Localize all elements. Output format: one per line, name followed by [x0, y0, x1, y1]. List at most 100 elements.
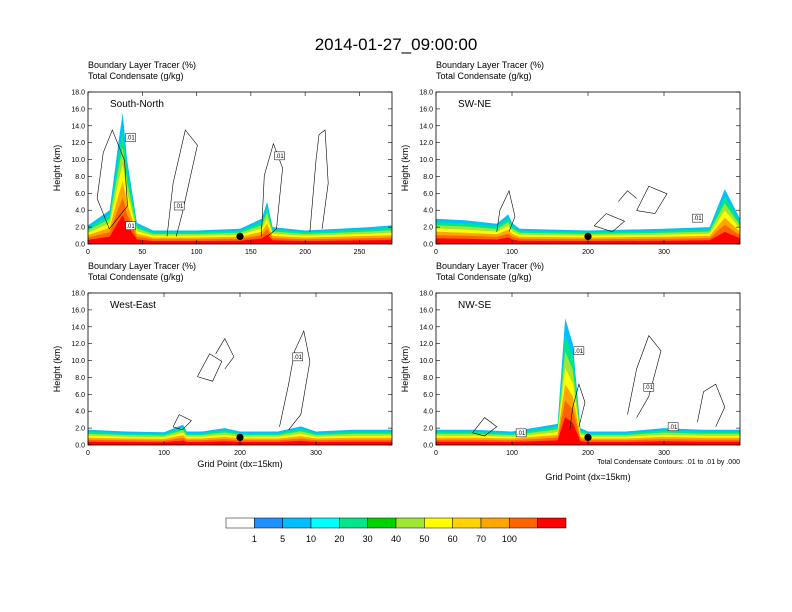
- label-bar-swatch: [254, 517, 283, 529]
- condensate-contour: [627, 334, 662, 418]
- contour-label-box: [125, 133, 136, 142]
- panel-header-tracer: Boundary Layer Tracer (%): [436, 261, 544, 271]
- label-bar-swatch: [452, 517, 482, 529]
- y-tick-label: 2.0: [423, 426, 433, 433]
- x-tick-label: 300: [658, 249, 670, 256]
- x-tick-label: 200: [234, 450, 246, 457]
- location-marker: [236, 232, 244, 240]
- cross-section-name: NW-SE: [458, 300, 491, 311]
- contour-label: .01: [275, 154, 284, 160]
- contour-label-box: [292, 352, 304, 362]
- y-tick-label: 8.0: [423, 375, 433, 382]
- y-tick-label: 14.0: [419, 123, 433, 130]
- y-tick-label: 6.0: [75, 392, 85, 399]
- cross-section-name: West-East: [110, 300, 156, 311]
- y-axis-title: Height (km): [400, 145, 410, 192]
- panel-nw-se: .01 .01 .01 .01 0.0 2.0 4.0 6.0 8.0 10.0 12.0 14.0 1…: [400, 261, 741, 482]
- y-tick-label: 2.0: [75, 225, 85, 232]
- tracer-layer: [436, 384, 740, 445]
- condensate-contour: [496, 189, 516, 232]
- condensate-contour: [96, 129, 128, 230]
- x-tick-label: 200: [582, 450, 594, 457]
- condensate-contour: [309, 129, 329, 232]
- y-tick-label: 6.0: [423, 392, 433, 399]
- y-tick-label: 6.0: [423, 191, 433, 198]
- y-tick-label: 6.0: [75, 191, 85, 198]
- y-tick-label: 14.0: [71, 123, 85, 130]
- y-tick-label: 0.0: [423, 443, 433, 450]
- x-tick-label: 0: [434, 249, 438, 256]
- contour-label: .01: [669, 425, 678, 431]
- location-marker: [584, 232, 592, 240]
- label-bar-tick: 20: [334, 534, 344, 544]
- tracer-layer: [436, 367, 740, 445]
- y-tick-label: 10.0: [419, 358, 433, 365]
- x-tick-label: 100: [158, 450, 170, 457]
- x-tick-label: 250: [354, 249, 366, 256]
- y-tick-label: 4.0: [75, 208, 85, 215]
- contour-label: .01: [294, 355, 303, 361]
- plot-frame: [435, 292, 741, 446]
- tracer-layer: [436, 224, 740, 244]
- tracer-layer: [436, 351, 740, 445]
- x-tick-label: 0: [434, 450, 438, 457]
- label-bar-swatch: [395, 517, 425, 529]
- y-tick-label: 10.0: [419, 157, 433, 164]
- y-tick-label: 18.0: [419, 90, 433, 97]
- condensate-contour: [166, 129, 198, 237]
- condensate-contour: [279, 330, 311, 430]
- y-tick-label: 18.0: [71, 291, 85, 298]
- contour-label-box: [643, 382, 655, 392]
- y-tick-label: 0.0: [423, 242, 433, 249]
- y-tick-label: 18.0: [419, 291, 433, 298]
- y-tick-label: 4.0: [423, 208, 433, 215]
- x-tick-label: 0: [86, 249, 90, 256]
- label-bar-tick: 100: [502, 534, 517, 544]
- label-bar-swatch: [282, 517, 312, 529]
- label-bar-tick: 1: [252, 534, 257, 544]
- label-bar-tick: 40: [391, 534, 401, 544]
- tracer-field: [436, 189, 740, 244]
- contour-label: .01: [645, 385, 654, 391]
- y-tick-label: 16.0: [419, 307, 433, 314]
- y-tick-label: 8.0: [423, 174, 433, 181]
- contour-label: .01: [693, 216, 702, 222]
- contour-label-box: [173, 201, 185, 211]
- figure-title: 2014-01-27_09:00:00: [315, 35, 478, 54]
- label-bar-swatch: [339, 517, 368, 529]
- condensate-contour: [697, 383, 726, 427]
- location-marker: [236, 433, 244, 441]
- panels: .01 .01 .01 .01 0.0 2.0 4.0 6.0 8.0 10.0 12.0 14.0 1…: [52, 60, 741, 482]
- label-bar-tick: 5: [280, 534, 285, 544]
- x-tick-label: 50: [138, 249, 146, 256]
- tracer-layer: [436, 400, 740, 445]
- condensate-contour: [215, 337, 235, 370]
- y-tick-label: 16.0: [71, 307, 85, 314]
- condensate-contour: [197, 353, 223, 382]
- contour-label: .01: [126, 224, 135, 230]
- label-bar-tick: 50: [419, 534, 429, 544]
- label-bar-swatch: [367, 517, 397, 529]
- y-tick-label: 0.0: [75, 443, 85, 450]
- contour-label: .01: [575, 349, 584, 355]
- tracer-field: [436, 318, 740, 445]
- panel-header-condensate: Total Condensate (g/kg): [88, 272, 184, 282]
- condensate-contours: [96, 129, 329, 237]
- x-tick-label: 150: [245, 249, 257, 256]
- condensate-contours: [172, 330, 311, 431]
- contour-label: .01: [175, 204, 184, 210]
- y-tick-label: 14.0: [71, 324, 85, 331]
- contour-label: .01: [517, 431, 526, 437]
- y-tick-label: 16.0: [71, 106, 85, 113]
- contour-label-box: [573, 346, 585, 356]
- condensate-contour: [472, 417, 498, 437]
- panel-west-east: .01 0.0 2.0 4.0 6.0 8.0 10.0 12.0 14.0 16.0 18.0 0 1…: [52, 261, 393, 469]
- label-bar-swatch: [424, 517, 453, 529]
- y-tick-label: 12.0: [419, 140, 433, 147]
- label-bar-tick: 10: [306, 534, 316, 544]
- tracer-field: [88, 113, 392, 244]
- x-tick-label: 300: [310, 450, 322, 457]
- panel-sw-ne: .01 0.0 2.0 4.0 6.0 8.0 10.0 12.0 14.0 16.0 18.0 0 1…: [400, 60, 741, 256]
- x-axis-title: Grid Point (dx=15km): [197, 459, 282, 469]
